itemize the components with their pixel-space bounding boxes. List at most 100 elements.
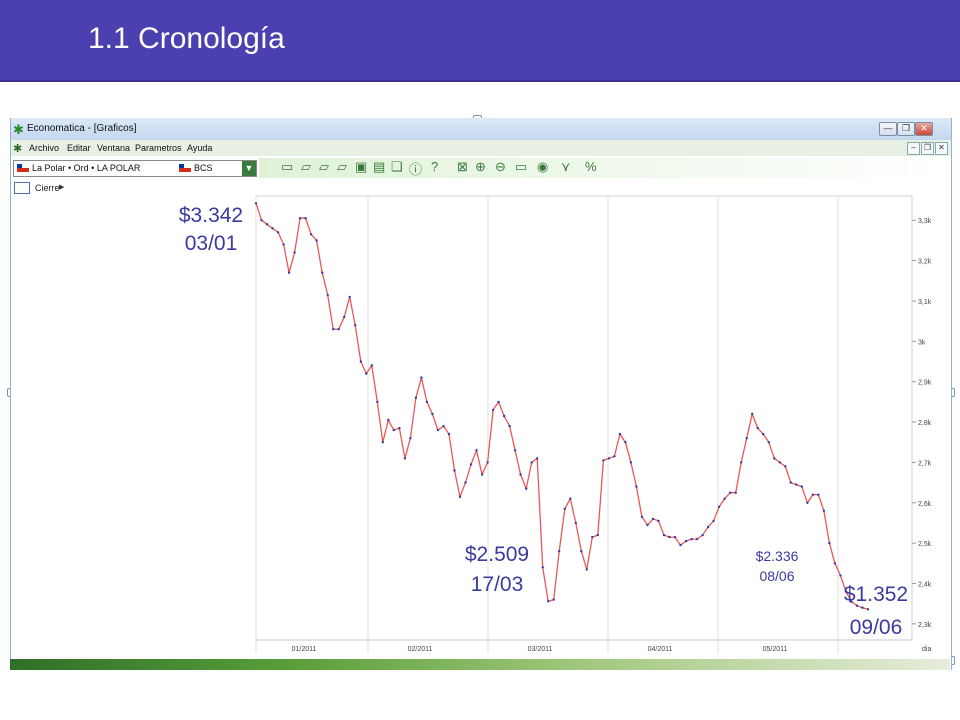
data-point [403,457,407,460]
data-point [315,239,318,242]
open-folder-icon[interactable]: ▱ [301,159,311,174]
data-point [293,251,296,254]
help-icon[interactable]: ? [431,159,439,174]
data-point [756,426,759,430]
data-point [723,497,726,500]
slide-footer-graphic [10,659,950,670]
chile-flag-icon [17,164,29,172]
data-point [453,469,456,472]
data-point [712,519,715,523]
data-point [469,463,473,466]
print-icon[interactable]: ▤ [373,159,386,174]
menu-ventana[interactable]: Ventana [97,143,131,153]
data-point [668,535,671,539]
data-point [552,598,555,601]
new-chart-icon[interactable]: ▭ [281,159,294,174]
data-point [260,219,263,222]
data-point [629,461,633,464]
percent-icon[interactable]: % [585,159,597,174]
zoom-in-icon[interactable]: ⊕ [475,159,486,174]
chart-grid [255,195,913,653]
annotation-price: $2.509 [465,543,529,566]
fit-icon[interactable]: ⊠ [457,159,468,174]
data-point [778,461,781,464]
save-icon[interactable]: ▣ [355,159,368,174]
open-file-icon[interactable]: ▱ [319,159,329,174]
series-selector-row: Cierre ▶ [11,180,951,196]
data-point [646,523,649,527]
data-point [591,535,594,539]
menu-archivo[interactable]: Archivo [29,143,60,153]
restore-button[interactable]: ❐ [897,122,915,136]
chevron-down-icon[interactable]: ▼ [242,161,256,176]
data-point [866,608,870,611]
y-tick-label: 3k [918,339,926,346]
data-point [541,566,544,569]
annotation-date: 17/03 [471,573,524,596]
data-point [464,481,467,484]
data-point [839,574,842,577]
menu-ayuda[interactable]: Ayuda [187,143,213,153]
data-point [717,505,721,508]
data-point [547,600,550,603]
menu-parametros[interactable]: Parametros [135,143,182,153]
minimize-button[interactable]: — [879,122,897,136]
x-unit-label: dia [922,646,931,653]
toolbar: La Polar • Ord • LA POLAR BCS ▼ ▭ ▱ ▱ ▱ … [11,156,951,180]
annotation-price: $3.342 [179,204,243,227]
y-tick-label: 2,6k [918,501,932,508]
data-point [321,271,324,274]
x-tick-label: 01/2011 [292,646,317,653]
close-button[interactable]: ✕ [915,122,933,136]
data-point [442,424,445,428]
y-tick-label: 2,8k [918,420,932,427]
data-point [348,295,351,299]
data-point [657,519,660,523]
slide-header: 1.1 Cronología [0,0,960,82]
window-title: Economatica - [Graficos] [27,123,137,134]
info-icon[interactable]: ⓘ [409,162,423,177]
line-chart-icon [14,182,30,194]
mdi-close-button[interactable]: ✕ [935,142,948,155]
data-point [800,485,803,488]
folder-icon[interactable]: ▱ [337,159,347,174]
data-point [833,562,837,565]
y-tick-label: 2,9k [918,380,932,387]
data-point [706,525,710,529]
asset-selector[interactable]: La Polar • Ord • LA POLAR BCS ▼ [13,160,257,177]
mdi-restore-button[interactable]: ❐ [921,142,934,155]
annotation-price: $1.352 [844,583,908,606]
indicator-icon[interactable]: ⋎ [561,159,571,174]
document-icon: ✱ [13,143,23,155]
data-point [420,376,423,379]
data-point [276,231,280,234]
asset-name: La Polar • Ord • LA POLAR [32,163,141,173]
data-point [359,360,362,363]
economatica-window: ✱ Economatica - [Graficos] — ❐ ✕ ✱ Archi… [10,118,952,670]
data-point [618,432,622,436]
data-point [596,533,599,537]
data-point [569,497,572,500]
data-point [392,428,395,432]
data-point [635,485,638,488]
series-selector[interactable]: Cierre [35,183,60,193]
zoom-box-icon[interactable]: ▭ [515,159,528,174]
chile-flag-icon [179,164,191,172]
copy-icon[interactable]: ❏ [391,159,403,174]
mdi-minimize-button[interactable]: – [907,142,920,155]
data-point [497,400,500,404]
data-point [690,537,693,541]
data-point [850,600,853,603]
chart-settings-icon[interactable]: ◉ [537,159,549,174]
menu-editar[interactable]: Editar [67,143,91,153]
zoom-out-icon[interactable]: ⊖ [495,159,506,174]
y-tick-label: 3,3k [918,218,932,225]
data-point [811,493,815,496]
data-point [519,473,522,476]
caret-right-icon[interactable]: ▶ [59,184,65,191]
data-point [740,461,743,464]
data-point [436,428,440,432]
data-point [789,481,792,484]
data-point [365,372,368,375]
